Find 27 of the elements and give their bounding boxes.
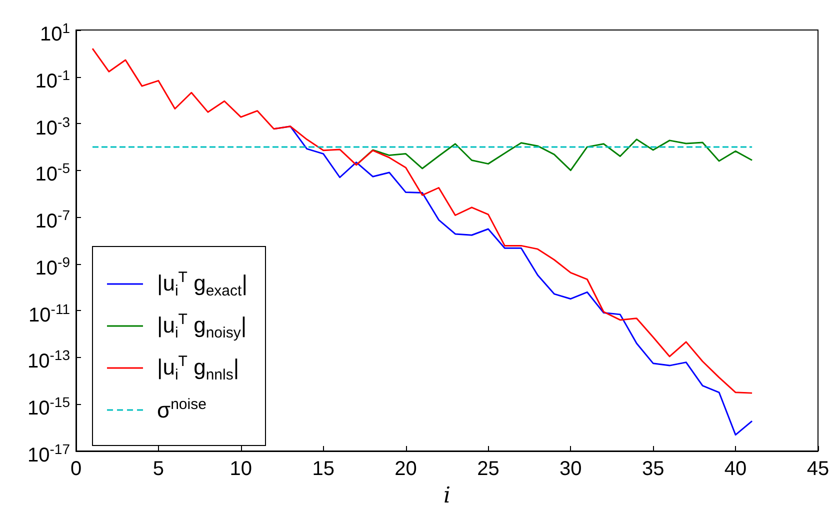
x-tick-label: 25 <box>477 458 500 480</box>
line-series <box>356 138 753 172</box>
x-tick-label: 15 <box>312 458 334 480</box>
y-tick-label: 10$^{-3}$ <box>34 112 70 140</box>
x-tick-label: 30 <box>560 458 582 480</box>
y-tick-label: 10$^{-17}$ <box>26 440 70 468</box>
x-tick-label: 45 <box>806 458 830 480</box>
x-tick-label: 40 <box>724 458 747 480</box>
legend-label: σ$^{noise}$ <box>157 396 206 424</box>
y-tick-label: 10$^{1}$ <box>38 19 70 47</box>
y-tick-label: 10$^{-11}$ <box>28 300 70 328</box>
x-tick-label: 35 <box>642 458 664 480</box>
legend-label: |u$_{i}$$^{T}$ g$_{exact}$| <box>157 268 248 300</box>
y-tick-label: 10$^{-13}$ <box>26 346 70 374</box>
line-series <box>92 48 753 394</box>
x-tick-label: 10 <box>230 458 252 480</box>
y-tick-label: 10$^{-1}$ <box>34 66 70 94</box>
y-tick-label: 10$^{-5}$ <box>34 159 70 187</box>
legend-label: |u$_{i}$$^{T}$ g$_{noisy}$| <box>157 310 247 342</box>
x-axis-title: i <box>443 484 451 508</box>
x-tick-label: 0 <box>70 458 82 480</box>
legend-label: |u$_{i}$$^{T}$ g$_{nnls}$| <box>157 352 240 384</box>
x-tick-label: 20 <box>394 458 417 480</box>
y-tick-label: 10$^{-9}$ <box>34 252 70 281</box>
y-tick-label: 10$^{-7}$ <box>34 206 70 234</box>
y-tick-label: 10$^{-15}$ <box>26 393 70 421</box>
x-tick-label: 5 <box>152 458 164 480</box>
